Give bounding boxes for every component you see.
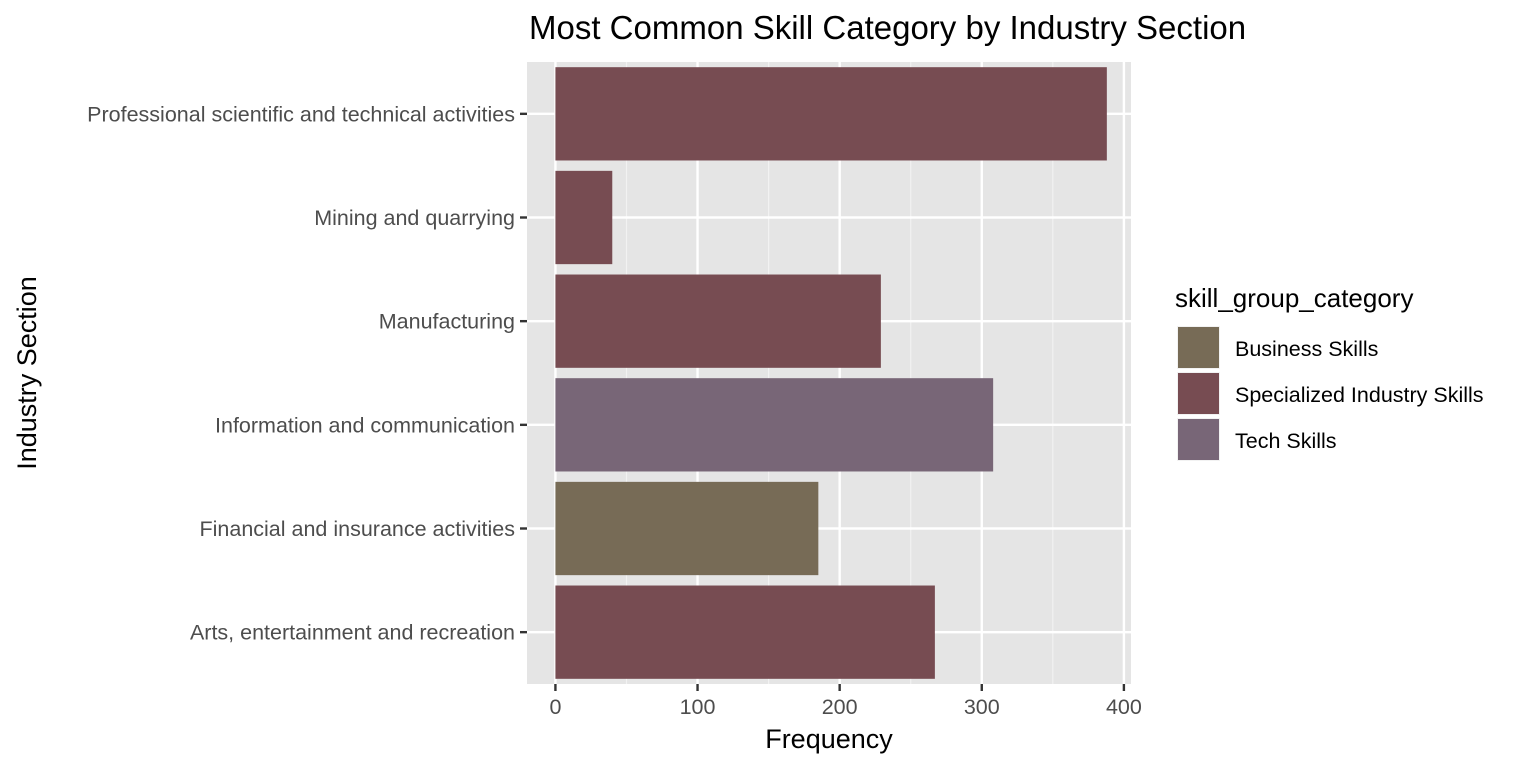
bar bbox=[555, 585, 935, 679]
plot-panel bbox=[527, 62, 1131, 684]
x-tick-label: 200 bbox=[822, 695, 858, 719]
y-tick-label: Information and communication bbox=[215, 413, 515, 437]
legend-label: Business Skills bbox=[1235, 337, 1378, 361]
y-tick-label: Mining and quarrying bbox=[314, 206, 515, 230]
legend-title: skill_group_category bbox=[1175, 283, 1413, 313]
x-tick-label: 0 bbox=[549, 695, 561, 719]
legend-label: Specialized Industry Skills bbox=[1235, 383, 1484, 407]
x-tick-label: 100 bbox=[680, 695, 716, 719]
y-tick-label: Financial and insurance activities bbox=[200, 517, 516, 541]
x-axis: 0 100 200 300 400 bbox=[549, 684, 1142, 719]
bar bbox=[555, 67, 1107, 161]
bar bbox=[555, 481, 819, 576]
x-tick-label: 300 bbox=[964, 695, 1000, 719]
bar bbox=[555, 274, 881, 368]
y-axis: Professional scientific and technical ac… bbox=[87, 102, 527, 645]
legend-swatch bbox=[1178, 373, 1219, 414]
y-axis-title: Industry Section bbox=[12, 276, 42, 470]
legend-swatch bbox=[1178, 327, 1219, 368]
bar bbox=[555, 170, 613, 265]
legend-label: Tech Skills bbox=[1235, 429, 1337, 453]
x-axis-title: Frequency bbox=[765, 724, 893, 754]
x-tick-label: 400 bbox=[1106, 695, 1142, 719]
y-tick-label: Arts, entertainment and recreation bbox=[190, 621, 515, 645]
y-tick-label: Manufacturing bbox=[379, 310, 515, 334]
bars bbox=[555, 67, 1107, 679]
legend: skill_group_category Business Skills Spec… bbox=[1175, 283, 1484, 461]
bar bbox=[555, 378, 994, 472]
y-tick-label: Professional scientific and technical ac… bbox=[87, 102, 515, 126]
legend-swatch bbox=[1178, 419, 1219, 460]
chart-title: Most Common Skill Category by Industry S… bbox=[529, 9, 1246, 46]
